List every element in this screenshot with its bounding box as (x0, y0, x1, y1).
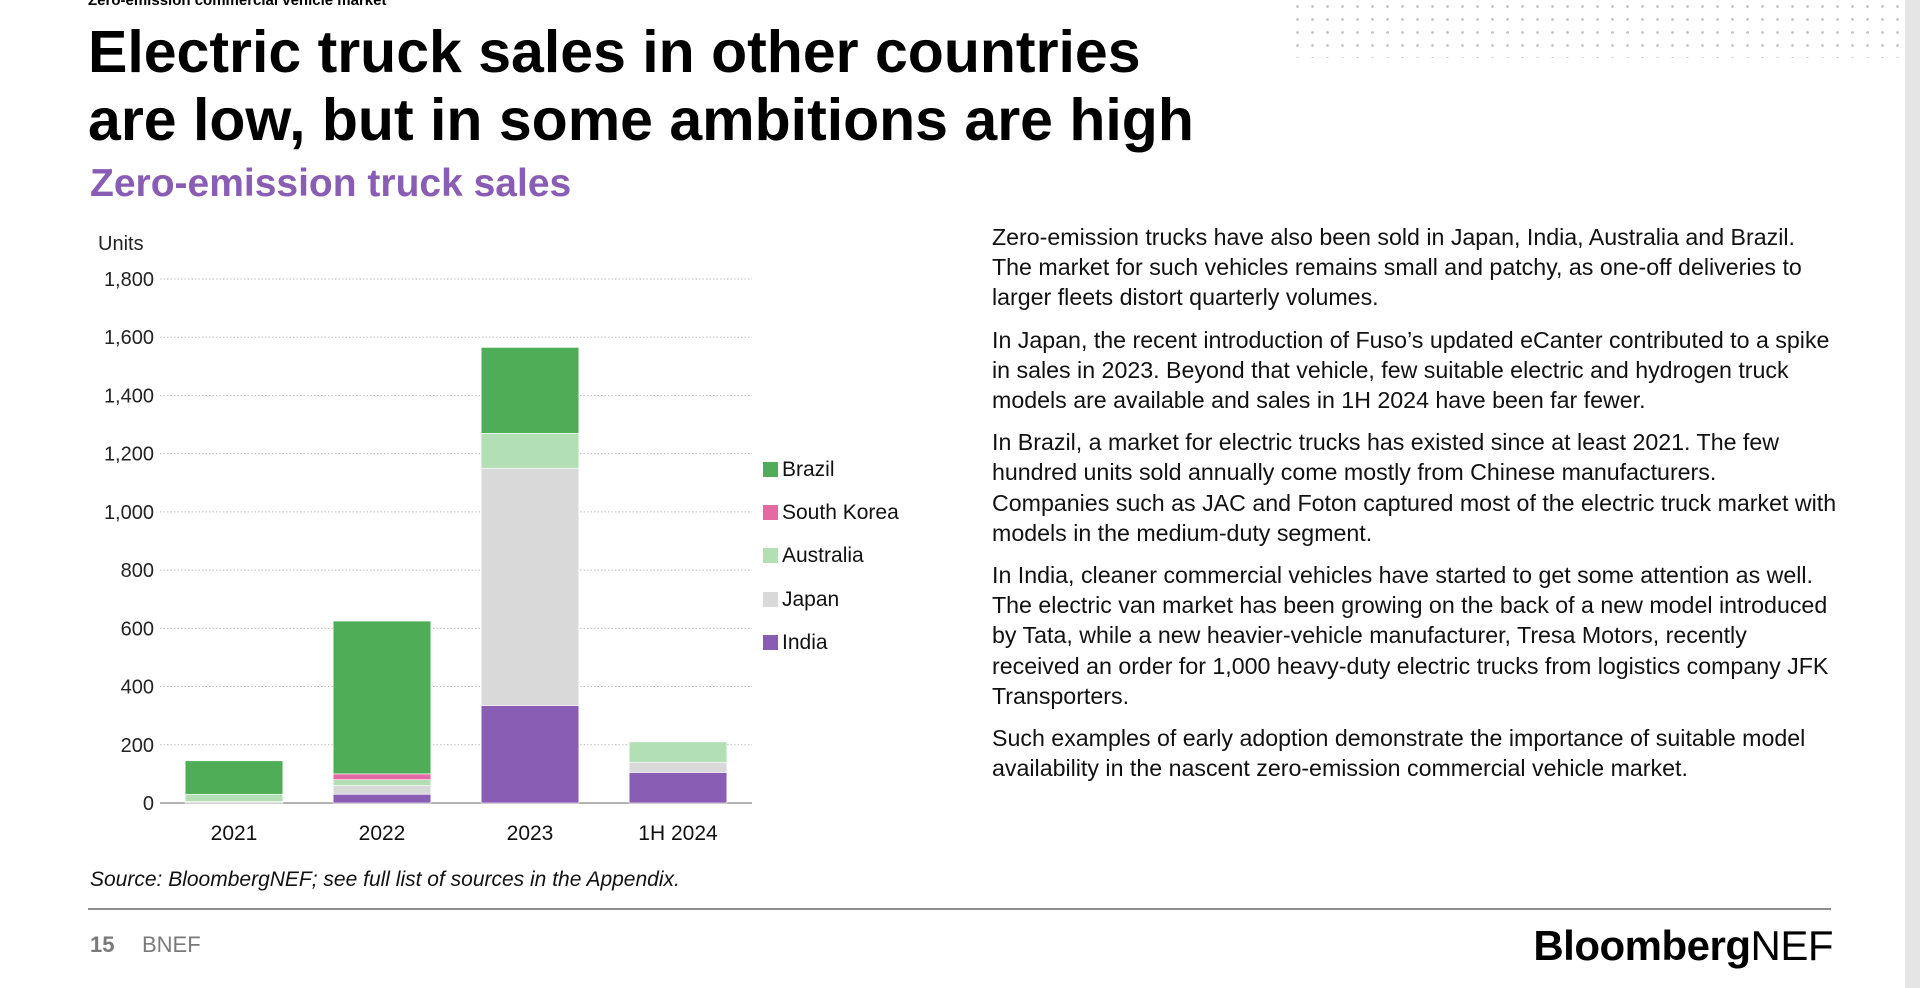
legend-label: Japan (782, 588, 839, 611)
bar-segment-australia (184, 793, 284, 802)
legend-swatch (763, 505, 778, 520)
paragraph-2: In Japan, the recent introduction of Fus… (992, 326, 1830, 414)
y-tick-label: 800 (121, 560, 154, 582)
legend-label: India (782, 631, 828, 654)
bar-segment-australia (628, 741, 728, 763)
y-tick-label: 1,600 (104, 327, 154, 349)
source-note: Source: BloombergNEF; see full list of s… (90, 868, 680, 891)
paragraph-4: In India, cleaner commercial vehicles ha… (992, 562, 1829, 709)
y-tick-label: 1,800 (104, 269, 154, 291)
section-label: Zero-emission commercial vehicle market (88, 0, 387, 9)
bloombergnef-logo: BloombergNEF (1533, 922, 1833, 970)
logo-regular-part: NEF (1750, 922, 1834, 969)
bar-segment-brazil (480, 347, 580, 434)
body-text: Zero-emission trucks have also been sold… (992, 222, 1838, 795)
footer-brand: BNEF (142, 932, 201, 957)
decorative-dot-grid (1290, 0, 1905, 58)
legend-swatch (763, 462, 778, 477)
y-axis-label: Units (98, 233, 144, 255)
chart-subtitle: Zero-emission truck sales (90, 162, 572, 205)
y-tick-label: 1,200 (104, 444, 154, 466)
legend-label: Australia (782, 544, 864, 567)
title-line-2: are low, but in some ambitions are high (88, 87, 1194, 153)
y-tick-label: 0 (143, 793, 154, 815)
bar-segment-india (628, 772, 728, 804)
bar-segment-japan (332, 785, 432, 795)
title-line-1: Electric truck sales in other countries (88, 19, 1141, 85)
x-tick-label: 2021 (211, 822, 258, 845)
bar-segment-japan (480, 467, 580, 706)
stacked-bar-chart: Units 0 200 400 600 800 1,000 1,200 1,400 1,600 1,… (98, 233, 899, 845)
y-tick-label: 600 (121, 618, 154, 640)
legend-swatch (763, 592, 778, 607)
bar-segment-india (332, 793, 432, 804)
bar-segment-australia (480, 432, 580, 469)
legend-swatch (763, 548, 778, 563)
bar-segment-brazil (184, 760, 284, 795)
bar-segment-brazil (332, 620, 432, 775)
legend-label: Brazil (782, 458, 835, 481)
page-title: Electric truck sales in other countries … (88, 18, 1194, 154)
y-tick-label: 1,000 (104, 502, 154, 524)
x-tick-label: 2022 (359, 822, 406, 845)
bar-segment-japan (628, 761, 728, 773)
bar-segment-india (480, 705, 580, 804)
paragraph-5: Such examples of early adoption demonstr… (992, 725, 1806, 782)
legend-label: South Korea (782, 501, 899, 524)
x-tick-label: 2023 (507, 822, 554, 845)
footer-divider (88, 908, 1831, 910)
page-number: 15 (90, 932, 115, 957)
y-tick-label: 1,400 (104, 385, 154, 407)
paragraph-1: Zero-emission trucks have also been sold… (992, 224, 1802, 311)
logo-bold-part: Bloomberg (1533, 922, 1751, 969)
y-tick-label: 400 (121, 677, 154, 699)
paragraph-3: In Brazil, a market for electric trucks … (992, 429, 1837, 546)
legend-swatch (763, 635, 778, 650)
x-tick-label: 1H 2024 (638, 822, 718, 845)
window-edge (1905, 0, 1920, 988)
bar-segment-south-korea (332, 773, 432, 781)
bar-segment-australia (332, 779, 432, 786)
y-tick-label: 200 (121, 735, 154, 757)
